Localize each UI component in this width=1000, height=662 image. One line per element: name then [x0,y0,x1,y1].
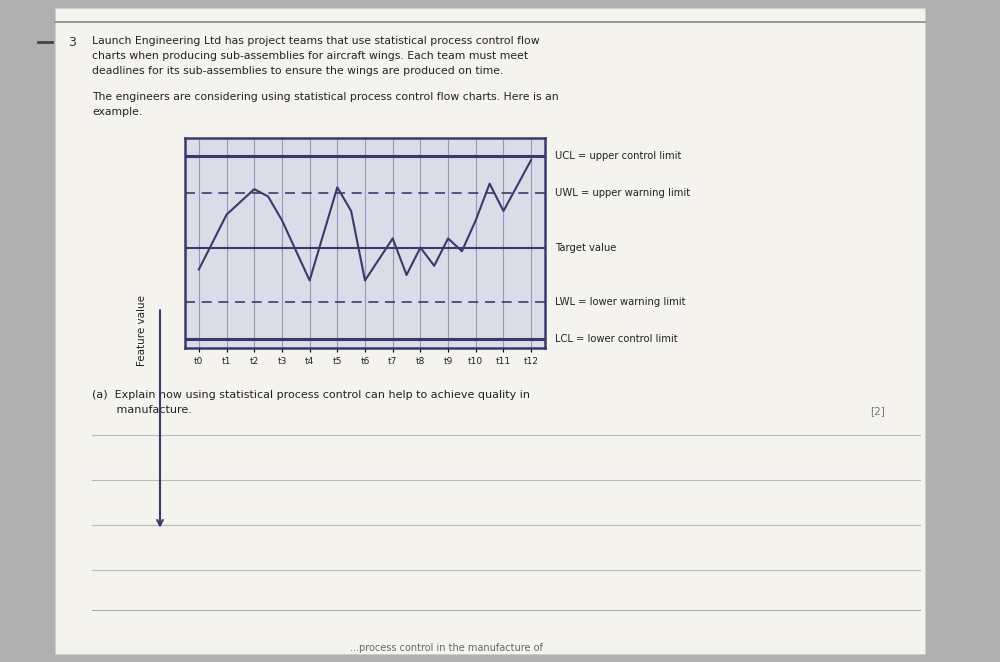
Text: (a)  Explain how using statistical process control can help to achieve quality i: (a) Explain how using statistical proces… [92,390,530,415]
Text: The engineers are considering using statistical process control flow charts. Her: The engineers are considering using stat… [92,92,559,117]
Text: Launch Engineering Ltd has project teams that use statistical process control fl: Launch Engineering Ltd has project teams… [92,36,540,75]
Text: 3: 3 [68,36,76,48]
FancyBboxPatch shape [55,8,925,654]
Text: Target value: Target value [555,242,616,253]
Text: ...process control in the manufacture of: ...process control in the manufacture of [350,643,543,653]
Text: [2]: [2] [870,406,885,416]
Text: LWL = lower warning limit: LWL = lower warning limit [555,297,685,307]
Text: Time of taking random sample: Time of taking random sample [255,283,415,293]
Text: UCL = upper control limit: UCL = upper control limit [555,151,681,162]
Text: Feature value: Feature value [137,295,147,367]
Text: UWL = upper warning limit: UWL = upper warning limit [555,188,690,198]
Text: LCL = lower control limit: LCL = lower control limit [555,334,678,344]
